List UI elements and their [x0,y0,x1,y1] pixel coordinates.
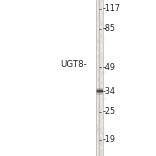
Bar [99,23,103,25]
Bar [101,127,105,130]
Bar [100,72,104,78]
Bar [101,80,105,84]
Bar [98,68,100,72]
Text: -85: -85 [102,24,115,33]
Bar [96,89,103,90]
Bar [99,142,102,145]
Bar [100,87,102,90]
Bar [96,88,103,89]
Bar [98,68,102,70]
Bar [102,12,103,14]
Bar [96,92,103,93]
Bar [96,90,103,91]
Bar [100,154,103,156]
Bar [99,82,101,85]
Bar [96,94,103,95]
Bar [98,2,101,7]
Bar [102,113,105,119]
Bar [98,15,99,16]
Text: UGT8-: UGT8- [61,60,87,69]
Bar [96,0,103,156]
Bar [101,0,103,2]
Bar [101,139,106,144]
Bar [101,131,103,135]
Bar [99,120,101,124]
Bar [96,131,101,133]
Bar [102,21,103,24]
Bar [101,107,102,111]
Text: -19: -19 [102,135,115,144]
Bar [102,94,105,100]
Bar [96,17,98,21]
Bar [102,71,106,75]
Bar [97,124,100,130]
Bar [97,55,101,58]
Bar [97,128,101,131]
Bar [100,63,102,65]
Bar [100,34,102,38]
Bar [99,149,100,152]
Bar [96,93,103,94]
Bar [100,52,102,55]
Bar [103,147,105,151]
Bar [100,82,104,84]
Bar [102,98,107,101]
Bar [96,111,100,113]
Bar [97,142,100,145]
Bar [103,103,105,105]
Text: -49: -49 [102,63,115,72]
Bar [98,138,101,142]
Bar [96,148,98,149]
Bar [101,7,102,9]
Text: -34: -34 [102,87,115,96]
Bar [96,37,98,42]
Bar [101,38,105,44]
Text: -117: -117 [102,4,120,13]
Bar [99,136,101,139]
Bar [96,91,103,92]
Bar [99,149,103,154]
Bar [97,70,98,73]
Bar [97,40,101,44]
Bar [98,78,100,80]
Bar [102,25,104,31]
Bar [103,100,105,104]
Bar [97,95,98,100]
Bar [96,45,98,50]
Bar [97,105,101,108]
Bar [103,37,106,39]
Text: -25: -25 [102,107,115,116]
Bar [100,20,102,25]
Bar [97,77,100,82]
Bar [96,129,101,135]
Bar [101,117,106,121]
Bar [100,0,101,4]
Bar [100,56,104,62]
Bar [101,0,103,2]
